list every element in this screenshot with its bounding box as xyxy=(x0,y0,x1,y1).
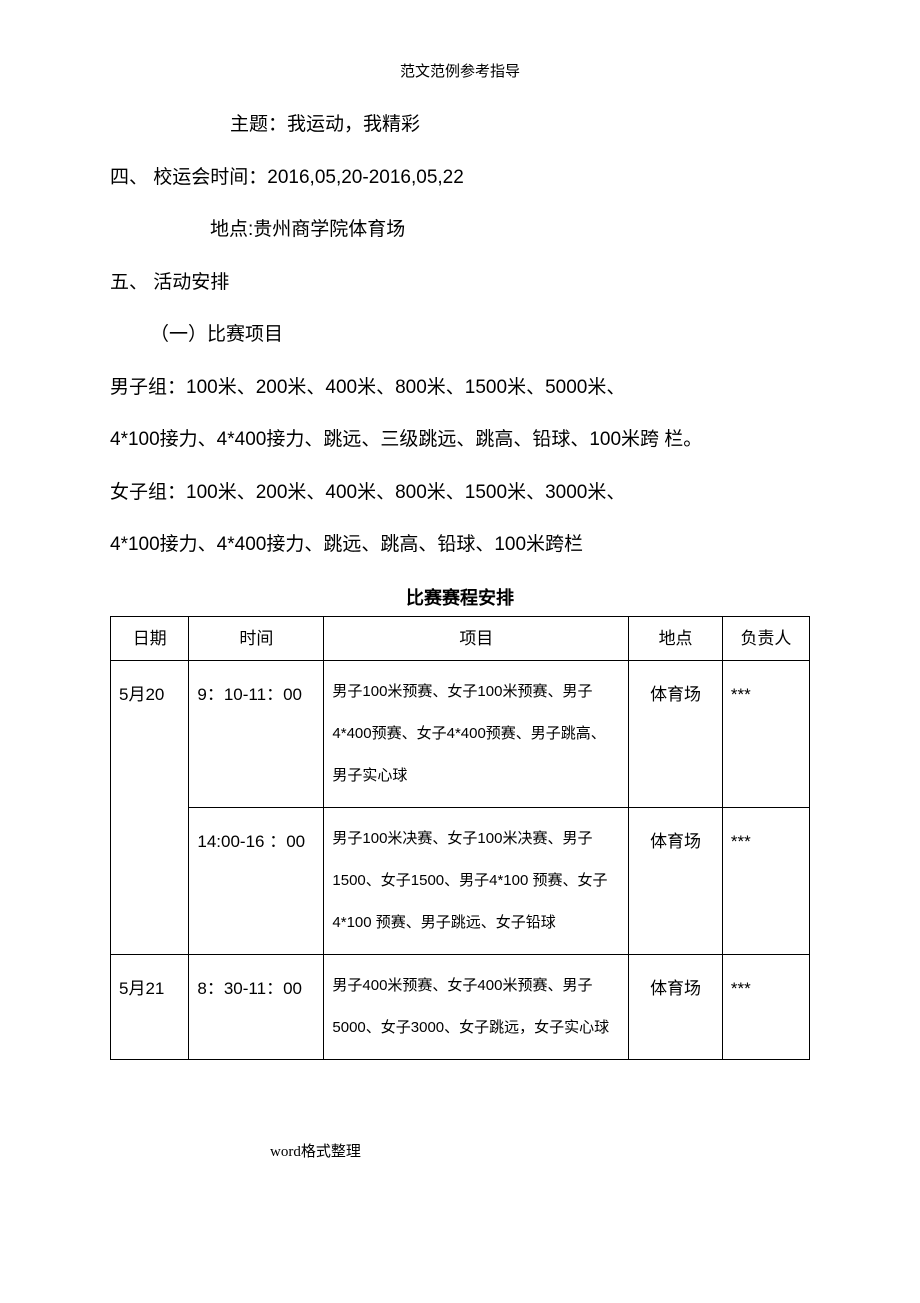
cell-date: 5月21 xyxy=(111,954,189,1059)
section-4-line: 四、 校运会时间：2016,05,20-2016,05,22 xyxy=(110,164,810,193)
venue-line: 地点:贵州商学院体育场 xyxy=(110,216,810,245)
table-row: 5月20 9：10-11：00 男子100米预赛、女子100米预赛、男子4*40… xyxy=(111,660,810,807)
cell-event: 男子100米预赛、女子100米预赛、男子4*400预赛、女子4*400预赛、男子… xyxy=(324,660,629,807)
col-header-date: 日期 xyxy=(111,616,189,660)
cell-venue: 体育场 xyxy=(629,660,723,807)
schedule-table: 日期 时间 项目 地点 负责人 5月20 9：10-11：00 男子100米预赛… xyxy=(110,616,810,1060)
table-row: 5月21 8：30-11：00 男子400米预赛、女子400米预赛、男子5000… xyxy=(111,954,810,1059)
table-row: 14:00-16 ：00 男子100米决赛、女子100米决赛、男子1500、女子… xyxy=(111,807,810,954)
page-header: 范文范例参考指导 xyxy=(110,60,810,81)
cell-time: 14:00-16 ：00 xyxy=(189,807,324,954)
cell-time: 8：30-11：00 xyxy=(189,954,324,1059)
theme-line: 主题：我运动，我精彩 xyxy=(110,111,810,140)
section-5-line: 五、 活动安排 xyxy=(110,269,810,298)
men-group-line-2: 4*100接力、4*400接力、跳远、三级跳远、跳高、铅球、100米跨 栏。 xyxy=(110,426,810,455)
page-footer: word格式整理 xyxy=(110,1140,810,1161)
cell-venue: 体育场 xyxy=(629,954,723,1059)
col-header-venue: 地点 xyxy=(629,616,723,660)
cell-time: 9：10-11：00 xyxy=(189,660,324,807)
cell-person: *** xyxy=(722,954,809,1059)
table-caption: 比赛赛程安排 xyxy=(110,584,810,610)
men-group-line-1: 男子组：100米、200米、400米、800米、1500米、5000米、 xyxy=(110,374,810,403)
cell-person: *** xyxy=(722,660,809,807)
col-header-time: 时间 xyxy=(189,616,324,660)
cell-person: *** xyxy=(722,807,809,954)
cell-event: 男子400米预赛、女子400米预赛、男子5000、女子3000、女子跳远，女子实… xyxy=(324,954,629,1059)
table-header-row: 日期 时间 项目 地点 负责人 xyxy=(111,616,810,660)
cell-event: 男子100米决赛、女子100米决赛、男子1500、女子1500、男子4*100 … xyxy=(324,807,629,954)
sub1-line: （一）比赛项目 xyxy=(110,321,810,350)
col-header-person: 负责人 xyxy=(722,616,809,660)
cell-date: 5月20 xyxy=(111,660,189,954)
women-group-line-1: 女子组：100米、200米、400米、800米、1500米、3000米、 xyxy=(110,479,810,508)
women-group-line-2: 4*100接力、4*400接力、跳远、跳高、铅球、100米跨栏 xyxy=(110,531,810,560)
cell-venue: 体育场 xyxy=(629,807,723,954)
col-header-event: 项目 xyxy=(324,616,629,660)
document-page: 范文范例参考指导 主题：我运动，我精彩 四、 校运会时间：2016,05,20-… xyxy=(0,0,920,1201)
